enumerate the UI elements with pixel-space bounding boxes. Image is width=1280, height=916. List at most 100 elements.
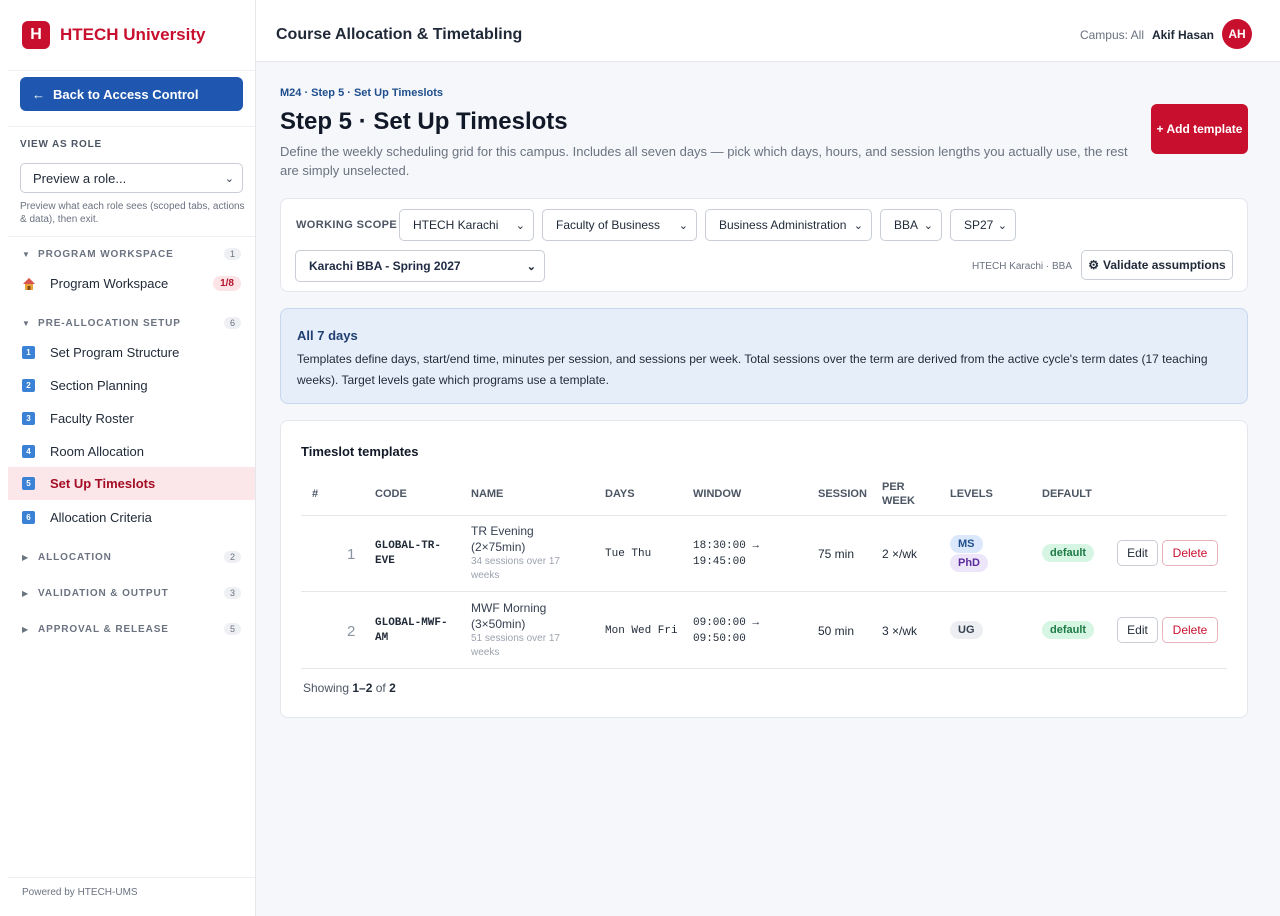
delete-button[interactable]: Delete	[1162, 617, 1218, 643]
window-start: 18:30:00 →	[693, 540, 760, 552]
progress-badge: 1/8	[213, 276, 241, 291]
divider	[8, 877, 255, 878]
sidebar-item-section-planning[interactable]: 2 Section Planning	[8, 369, 255, 402]
row-divider	[301, 668, 1227, 669]
sidebar-item-set-up-timeslots[interactable]: 5 Set Up Timeslots	[8, 467, 255, 500]
working-scope-label: WORKING SCOPE	[296, 219, 398, 231]
sidebar-item-label: Program Workspace	[50, 276, 169, 291]
sidebar-item-label: Section Planning	[50, 378, 148, 393]
cycle-select-value: Karachi BBA - Spring 2027	[309, 259, 461, 273]
user-name[interactable]: Akif Hasan	[1151, 28, 1214, 42]
row-divider	[301, 591, 1227, 592]
faculty-select-value: Faculty of Business	[556, 218, 661, 232]
gear-icon: ⚙	[1088, 258, 1100, 272]
scope-context: HTECH Karachi · BBA	[971, 261, 1072, 272]
term-select[interactable]: SP27 ⌄	[950, 209, 1016, 241]
campus-select[interactable]: HTECH Karachi ⌄	[399, 209, 534, 241]
template-code: GLOBAL-TR-EVE	[375, 540, 442, 567]
template-name-text: MWF Morning (3×50min)	[471, 601, 547, 631]
breadcrumb: M24 · Step 5 · Set Up Timeslots	[280, 87, 444, 99]
group-count: 2	[223, 551, 241, 563]
role-select[interactable]: Preview a role... ⌄	[20, 163, 243, 193]
group-name: PROGRAM WORKSPACE	[38, 248, 174, 260]
days: Mon Wed Fri	[605, 625, 678, 637]
faculty-select[interactable]: Faculty of Business ⌄	[542, 209, 697, 241]
col-num: #	[312, 488, 319, 500]
avatar[interactable]: AH	[1222, 19, 1252, 49]
table-title: Timeslot templates	[301, 444, 419, 459]
template-name-text: TR Evening (2×75min)	[471, 524, 534, 554]
level-badge: MS	[950, 535, 983, 553]
header-divider	[301, 515, 1227, 516]
delete-button[interactable]: Delete	[1162, 540, 1218, 566]
department-select[interactable]: Business Administration ⌄	[705, 209, 872, 241]
campus-select-value: HTECH Karachi	[413, 218, 499, 232]
edit-button[interactable]: Edit	[1117, 540, 1158, 566]
brand[interactable]: H HTECH University	[0, 0, 255, 70]
sidebar-item-label: Faculty Roster	[50, 411, 134, 426]
days: Tue Thu	[605, 548, 652, 560]
back-to-access-control-button[interactable]: ← Back to Access Control	[20, 77, 243, 111]
add-template-button[interactable]: + Add template	[1151, 104, 1248, 154]
chevron-down-icon: ⌄	[515, 220, 525, 232]
back-button-label: Back to Access Control	[53, 86, 199, 102]
group-name: ALLOCATION	[38, 551, 112, 563]
per-week: 2 ×/wk	[882, 547, 918, 561]
sidebar-item-room-allocation[interactable]: 4 Room Allocation	[8, 435, 255, 468]
caret-right-icon: ▶	[22, 588, 29, 598]
chevron-down-icon: ⌄	[224, 173, 234, 185]
program-select[interactable]: BBA ⌄	[880, 209, 942, 241]
sidebar: H HTECH University ← Back to Access Cont…	[0, 0, 256, 916]
group-program-workspace[interactable]: ▼ PROGRAM WORKSPACE 1	[22, 245, 241, 263]
sidebar-item-allocation-criteria[interactable]: 6 Allocation Criteria	[8, 501, 255, 534]
chevron-down-icon: ⌄	[853, 220, 863, 232]
step-1-icon: 1	[22, 346, 35, 359]
validate-assumptions-button[interactable]: ⚙ Validate assumptions	[1081, 250, 1233, 280]
col-levels: LEVELS	[950, 488, 993, 500]
edit-button[interactable]: Edit	[1117, 617, 1158, 643]
window-end: 09:50:00	[693, 633, 746, 645]
window: 09:00:00 → 09:50:00	[693, 615, 759, 647]
sidebar-item-label: Room Allocation	[50, 444, 144, 459]
caret-down-icon: ▼	[22, 249, 30, 259]
sidebar-item-faculty-roster[interactable]: 3 Faculty Roster	[8, 402, 255, 435]
window-start: 09:00:00 →	[693, 617, 760, 629]
showing-prefix: Showing	[303, 681, 350, 695]
group-allocation[interactable]: ▶ ALLOCATION 2	[22, 548, 241, 566]
group-name: PRE-ALLOCATION SETUP	[38, 317, 181, 329]
term-select-value: SP27	[964, 218, 994, 232]
campus-filter[interactable]: Campus: All	[1079, 28, 1144, 42]
showing-total: 2	[389, 681, 396, 695]
page-description: Define the weekly scheduling grid for th…	[280, 144, 1128, 178]
sidebar-item-set-program-structure[interactable]: 1 Set Program Structure	[8, 336, 255, 369]
group-pre-allocation-setup[interactable]: ▼ PRE-ALLOCATION SETUP 6	[22, 314, 241, 332]
chevron-down-icon: ⌄	[923, 220, 933, 232]
col-days: DAYS	[605, 488, 635, 500]
validate-label: Validate assumptions	[1103, 258, 1226, 272]
per-week: 3 ×/wk	[882, 624, 918, 638]
pagination-summary: Showing 1–2 of 2	[303, 681, 396, 695]
divider	[8, 70, 255, 71]
arrow-left-icon: ←	[32, 86, 45, 102]
brand-logo: H	[22, 21, 50, 49]
group-name: VALIDATION & OUTPUT	[38, 587, 169, 599]
brand-name: HTECH University	[60, 25, 206, 44]
top-bar: Course Allocation & Timetabling Campus: …	[256, 0, 1280, 62]
col-session: SESSION	[818, 488, 867, 500]
group-name: APPROVAL & RELEASE	[38, 623, 169, 635]
timeslot-templates-card: Timeslot templates # CODE NAME DAYS WIND…	[280, 420, 1248, 718]
col-name: NAME	[471, 488, 504, 500]
step-6-icon: 6	[22, 511, 35, 524]
house-icon	[23, 277, 35, 290]
group-approval-release[interactable]: ▶ APPROVAL & RELEASE 5	[22, 620, 241, 638]
role-help-text: Preview what each role sees (scoped tabs…	[20, 201, 245, 225]
cycle-select[interactable]: Karachi BBA - Spring 2027 ⌄	[295, 250, 545, 282]
sidebar-item-program-workspace[interactable]: Program Workspace 1/8	[8, 267, 255, 300]
caret-right-icon: ▶	[22, 552, 29, 562]
divider	[8, 126, 255, 127]
working-scope-card: WORKING SCOPE HTECH Karachi ⌄ Faculty of…	[280, 198, 1248, 292]
chevron-down-icon: ⌄	[997, 220, 1007, 232]
info-title: All 7 days	[297, 328, 358, 343]
group-validation-output[interactable]: ▶ VALIDATION & OUTPUT 3	[22, 584, 241, 602]
default-badge: default	[1042, 621, 1095, 639]
